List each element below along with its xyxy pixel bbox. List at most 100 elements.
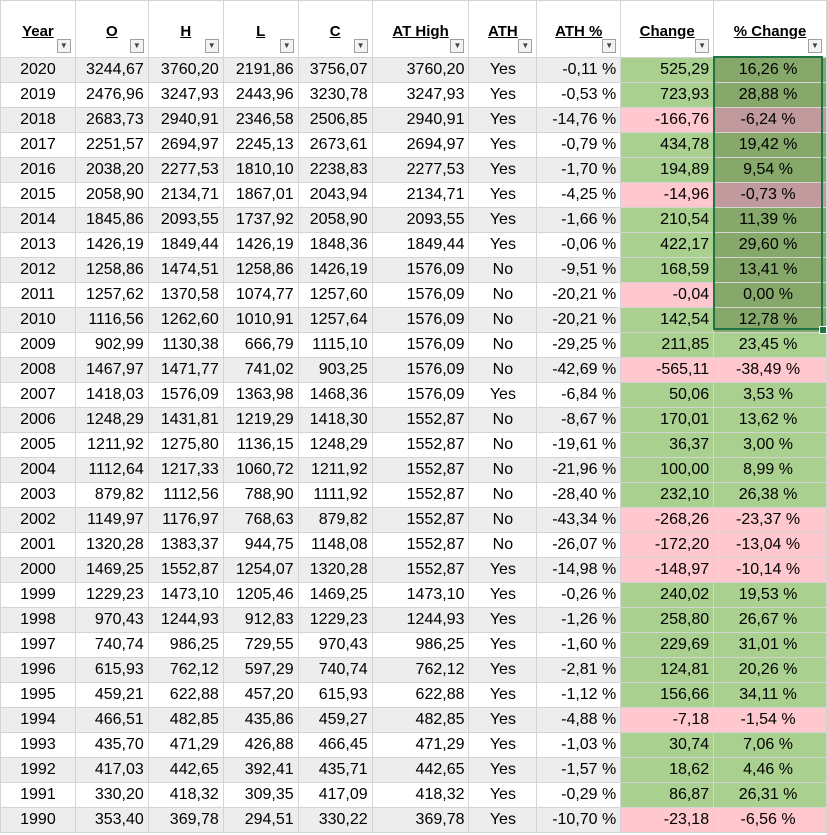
cell-l[interactable]: 944,75 xyxy=(222,532,299,558)
cell-ath[interactable]: Yes xyxy=(468,732,538,758)
cell-year[interactable]: 2020 xyxy=(0,57,76,83)
cell-change[interactable]: -565,11 xyxy=(620,357,715,383)
cell-pct-change[interactable]: -13,04 % xyxy=(713,532,827,558)
cell-o[interactable]: 1467,97 xyxy=(74,357,149,383)
cell-at-high[interactable]: 2093,55 xyxy=(371,207,470,233)
cell-o[interactable]: 417,03 xyxy=(74,757,149,783)
cell-c[interactable]: 615,93 xyxy=(297,682,373,708)
column-header-c[interactable]: C ▼ xyxy=(297,0,373,58)
cell-c[interactable]: 2058,90 xyxy=(297,207,373,233)
cell-change[interactable]: 422,17 xyxy=(620,232,715,258)
cell-h[interactable]: 369,78 xyxy=(147,807,224,833)
cell-at-high[interactable]: 762,12 xyxy=(371,657,470,683)
cell-o[interactable]: 435,70 xyxy=(74,732,149,758)
cell-change[interactable]: 18,62 xyxy=(620,757,715,783)
cell-change[interactable]: -7,18 xyxy=(620,707,715,733)
cell-ath[interactable]: No xyxy=(468,257,538,283)
cell-year[interactable]: 2012 xyxy=(0,257,76,283)
cell-ath-pct[interactable]: -14,76 % xyxy=(536,107,622,133)
cell-pct-change[interactable]: -1,54 % xyxy=(713,707,827,733)
cell-o[interactable]: 1426,19 xyxy=(74,232,149,258)
cell-year[interactable]: 2019 xyxy=(0,82,76,108)
cell-year[interactable]: 2017 xyxy=(0,132,76,158)
cell-c[interactable]: 879,82 xyxy=(297,507,373,533)
cell-l[interactable]: 2346,58 xyxy=(222,107,299,133)
cell-o[interactable]: 1845,86 xyxy=(74,207,149,233)
cell-at-high[interactable]: 1552,87 xyxy=(371,482,470,508)
cell-year[interactable]: 1996 xyxy=(0,657,76,683)
cell-pct-change[interactable]: 19,42 % xyxy=(713,132,827,158)
filter-dropdown-button[interactable]: ▼ xyxy=(602,39,617,53)
cell-at-high[interactable]: 442,65 xyxy=(371,757,470,783)
cell-pct-change[interactable]: 0,00 % xyxy=(713,282,827,308)
cell-l[interactable]: 788,90 xyxy=(222,482,299,508)
cell-l[interactable]: 912,83 xyxy=(222,607,299,633)
cell-change[interactable]: 36,37 xyxy=(620,432,715,458)
cell-ath[interactable]: Yes xyxy=(468,782,538,808)
column-header-o[interactable]: O ▼ xyxy=(74,0,149,58)
cell-ath-pct[interactable]: -1,57 % xyxy=(536,757,622,783)
cell-h[interactable]: 986,25 xyxy=(147,632,224,658)
cell-change[interactable]: 211,85 xyxy=(620,332,715,358)
cell-ath-pct[interactable]: -26,07 % xyxy=(536,532,622,558)
cell-l[interactable]: 309,35 xyxy=(222,782,299,808)
cell-c[interactable]: 1469,25 xyxy=(297,582,373,608)
cell-at-high[interactable]: 471,29 xyxy=(371,732,470,758)
cell-o[interactable]: 2251,57 xyxy=(74,132,149,158)
cell-l[interactable]: 392,41 xyxy=(222,757,299,783)
cell-l[interactable]: 1426,19 xyxy=(222,232,299,258)
cell-ath[interactable]: Yes xyxy=(468,57,538,83)
column-header-h[interactable]: H ▼ xyxy=(147,0,224,58)
cell-year[interactable]: 1990 xyxy=(0,807,76,833)
cell-change[interactable]: 168,59 xyxy=(620,257,715,283)
cell-pct-change[interactable]: 12,78 % xyxy=(713,307,827,333)
cell-h[interactable]: 3760,20 xyxy=(147,57,224,83)
cell-pct-change[interactable]: -23,37 % xyxy=(713,507,827,533)
cell-ath-pct[interactable]: -1,66 % xyxy=(536,207,622,233)
cell-h[interactable]: 1473,10 xyxy=(147,582,224,608)
cell-l[interactable]: 2245,13 xyxy=(222,132,299,158)
cell-ath[interactable]: Yes xyxy=(468,182,538,208)
cell-ath[interactable]: Yes xyxy=(468,657,538,683)
cell-year[interactable]: 2018 xyxy=(0,107,76,133)
cell-o[interactable]: 1418,03 xyxy=(74,382,149,408)
cell-year[interactable]: 1999 xyxy=(0,582,76,608)
cell-l[interactable]: 1810,10 xyxy=(222,157,299,183)
cell-c[interactable]: 1115,10 xyxy=(297,332,373,358)
cell-pct-change[interactable]: 7,06 % xyxy=(713,732,827,758)
cell-change[interactable]: 50,06 xyxy=(620,382,715,408)
cell-ath[interactable]: No xyxy=(468,432,538,458)
cell-at-high[interactable]: 1552,87 xyxy=(371,407,470,433)
filter-dropdown-button[interactable]: ▼ xyxy=(129,39,144,53)
cell-h[interactable]: 1370,58 xyxy=(147,282,224,308)
cell-h[interactable]: 418,32 xyxy=(147,782,224,808)
cell-ath-pct[interactable]: -20,21 % xyxy=(536,282,622,308)
cell-year[interactable]: 1998 xyxy=(0,607,76,633)
cell-ath-pct[interactable]: -42,69 % xyxy=(536,357,622,383)
cell-h[interactable]: 1130,38 xyxy=(147,332,224,358)
cell-c[interactable]: 970,43 xyxy=(297,632,373,658)
cell-ath[interactable]: Yes xyxy=(468,382,538,408)
cell-l[interactable]: 1074,77 xyxy=(222,282,299,308)
cell-o[interactable]: 1149,97 xyxy=(74,507,149,533)
column-header-ath-pct[interactable]: ATH % ▼ xyxy=(536,0,622,58)
cell-at-high[interactable]: 986,25 xyxy=(371,632,470,658)
cell-ath[interactable]: Yes xyxy=(468,807,538,833)
cell-pct-change[interactable]: 9,54 % xyxy=(713,157,827,183)
cell-change[interactable]: 434,78 xyxy=(620,132,715,158)
cell-l[interactable]: 1737,92 xyxy=(222,207,299,233)
cell-o[interactable]: 2038,20 xyxy=(74,157,149,183)
cell-h[interactable]: 1176,97 xyxy=(147,507,224,533)
cell-pct-change[interactable]: 26,31 % xyxy=(713,782,827,808)
cell-change[interactable]: -14,96 xyxy=(620,182,715,208)
cell-ath-pct[interactable]: -20,21 % xyxy=(536,307,622,333)
cell-ath-pct[interactable]: -1,60 % xyxy=(536,632,622,658)
filter-dropdown-button[interactable]: ▼ xyxy=(808,39,822,53)
cell-ath[interactable]: Yes xyxy=(468,157,538,183)
cell-c[interactable]: 330,22 xyxy=(297,807,373,833)
cell-change[interactable]: 210,54 xyxy=(620,207,715,233)
cell-ath-pct[interactable]: -14,98 % xyxy=(536,557,622,583)
cell-l[interactable]: 2191,86 xyxy=(222,57,299,83)
cell-l[interactable]: 666,79 xyxy=(222,332,299,358)
cell-l[interactable]: 1136,15 xyxy=(222,432,299,458)
